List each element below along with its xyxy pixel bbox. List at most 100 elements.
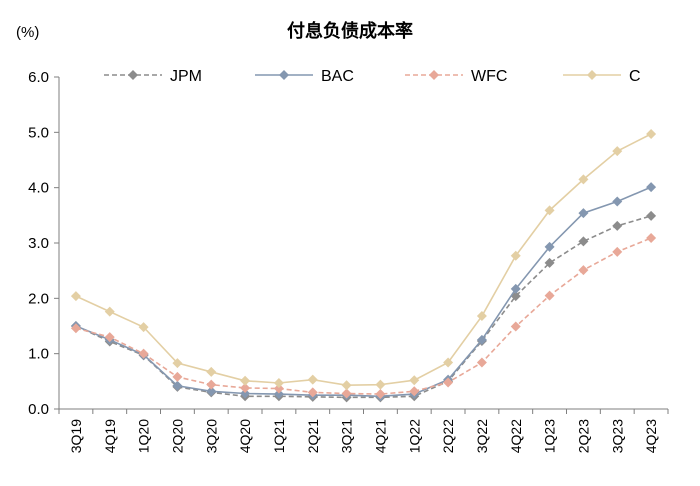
y-tick-label: 1.0: [28, 346, 49, 363]
data-point: [70, 323, 81, 334]
data-point: [443, 357, 454, 368]
data-point: [375, 389, 386, 400]
legend-entry-jpm: JPM: [104, 68, 202, 85]
data-point: [172, 371, 183, 382]
legend-label: WFC: [471, 68, 507, 85]
x-axis: 3Q19 4Q19 1Q20 2Q20 3Q20 4Q20 1Q21 2Q21 3Q21 4Q21…: [58, 408, 669, 453]
x-tick-label: 4Q19: [102, 419, 118, 453]
y-tick-label: 3.0: [28, 235, 49, 252]
data-point: [409, 375, 420, 386]
data-point: [273, 377, 284, 388]
data-point: [409, 386, 420, 397]
legend-entry-wfc: WFC: [405, 68, 507, 85]
data-point: [240, 382, 251, 393]
data-point: [646, 128, 657, 139]
data-point: [341, 388, 352, 399]
data-point: [240, 375, 251, 386]
data-point: [476, 311, 487, 322]
x-tick-label: 1Q21: [271, 419, 287, 453]
data-point: [172, 358, 183, 369]
data-point: [476, 357, 487, 368]
data-point: [307, 374, 318, 385]
data-point: [612, 146, 623, 157]
data-point: [476, 334, 487, 345]
unit-label: (%): [16, 24, 39, 41]
data-point: [612, 196, 623, 207]
data-point: [578, 208, 589, 219]
data-point: [544, 205, 555, 216]
data-point: [612, 246, 623, 257]
data-point: [138, 322, 149, 333]
legend-label: BAC: [321, 68, 354, 85]
legend: JPM BAC WFC C: [104, 68, 641, 85]
series-c: [70, 128, 657, 391]
data-point: [510, 283, 521, 294]
data-point: [138, 348, 149, 359]
data-point: [612, 220, 623, 231]
data-point: [578, 236, 589, 247]
legend-marker: [587, 70, 597, 80]
data-point: [240, 388, 251, 399]
legend-marker: [279, 70, 289, 80]
series-line-bac: [75, 186, 652, 398]
x-tick-label: 3Q20: [203, 419, 219, 453]
x-tick-label: 2Q21: [305, 419, 321, 453]
y-tick-label: 6.0: [28, 69, 49, 86]
series-bac: [70, 182, 657, 402]
data-point: [544, 257, 555, 268]
data-point: [646, 182, 657, 193]
x-tick-label: 4Q20: [237, 419, 253, 453]
x-tick-label: 1Q20: [136, 419, 152, 453]
data-point: [443, 377, 454, 388]
data-point: [646, 233, 657, 244]
data-point: [510, 250, 521, 261]
x-tick-label: 1Q23: [542, 419, 558, 453]
y-tick-label: 0.0: [28, 401, 49, 418]
data-point: [307, 387, 318, 398]
data-point: [104, 332, 115, 343]
series-line-wfc: [75, 237, 652, 395]
data-point: [206, 379, 217, 390]
data-point: [544, 241, 555, 252]
data-point: [104, 306, 115, 317]
chart-title: 付息负债成本率: [287, 20, 413, 41]
x-tick-label: 3Q22: [474, 419, 490, 453]
legend-label: JPM: [170, 68, 202, 85]
x-tick-label: 4Q22: [508, 419, 524, 453]
data-point: [273, 383, 284, 394]
legend-entry-c: C: [563, 68, 641, 85]
x-tick-label: 2Q22: [440, 419, 456, 453]
series-line-c: [75, 133, 652, 387]
x-tick-label: 4Q21: [372, 419, 388, 453]
data-point: [646, 210, 657, 221]
x-tick-label: 1Q22: [406, 419, 422, 453]
data-point: [273, 389, 284, 400]
x-tick-label: 3Q23: [609, 419, 625, 453]
data-point: [544, 290, 555, 301]
y-axis: 0.0 1.0 2.0 3.0 4.0 5.0 6.0: [28, 69, 60, 418]
series-line-jpm: [75, 215, 652, 399]
y-tick-label: 5.0: [28, 124, 49, 141]
legend-entry-bac: BAC: [255, 68, 354, 85]
x-tick-label: 2Q23: [575, 419, 591, 453]
series-layer: [70, 128, 657, 403]
data-point: [206, 386, 217, 397]
y-tick-label: 4.0: [28, 180, 49, 197]
y-tick-label: 2.0: [28, 290, 49, 307]
data-point: [70, 291, 81, 302]
data-point: [510, 321, 521, 332]
data-point: [375, 379, 386, 390]
data-point: [172, 380, 183, 391]
legend-label: C: [629, 68, 641, 85]
data-point: [206, 366, 217, 377]
x-tick-label: 3Q21: [339, 419, 355, 453]
series-jpm: [70, 210, 657, 403]
series-wfc: [70, 233, 657, 400]
data-point: [341, 380, 352, 391]
data-point: [578, 265, 589, 276]
x-tick-label: 2Q20: [169, 419, 185, 453]
legend-marker: [429, 70, 439, 80]
legend-marker: [128, 70, 138, 80]
